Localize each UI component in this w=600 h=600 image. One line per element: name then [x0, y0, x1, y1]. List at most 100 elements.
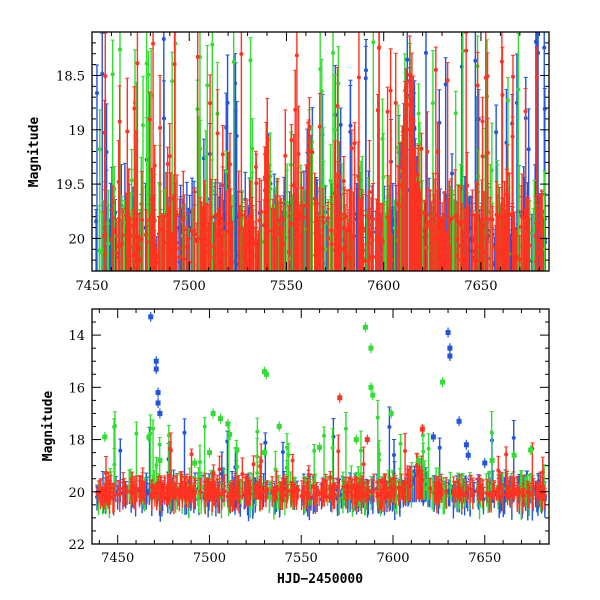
data-point — [356, 75, 361, 80]
data-point — [257, 218, 262, 223]
data-point — [289, 138, 294, 143]
data-point — [455, 237, 460, 242]
data-point — [422, 211, 427, 216]
data-point — [166, 433, 171, 438]
bottom-panel-data — [95, 311, 548, 522]
data-point — [513, 247, 518, 252]
data-point — [460, 48, 465, 53]
data-point — [112, 425, 117, 430]
data-point — [110, 72, 115, 77]
data-point — [342, 212, 347, 217]
data-point — [444, 260, 449, 265]
data-point — [286, 250, 291, 255]
data-point — [446, 236, 451, 241]
data-point — [358, 229, 363, 234]
data-point — [312, 196, 317, 201]
data-point — [523, 237, 528, 242]
data-point — [493, 245, 498, 250]
data-point — [97, 147, 102, 152]
y-tick-label: 20 — [68, 232, 85, 247]
data-point — [192, 232, 197, 237]
data-point — [511, 435, 516, 440]
data-point — [214, 232, 219, 237]
data-point — [391, 452, 396, 457]
data-point — [231, 59, 236, 64]
data-point — [312, 448, 317, 453]
data-point — [112, 492, 117, 497]
x-tick-label: 7550 — [270, 279, 303, 294]
data-point — [220, 183, 225, 188]
data-point — [489, 168, 494, 173]
data-point — [144, 61, 149, 66]
data-point — [499, 59, 504, 64]
data-point — [464, 48, 469, 53]
data-point — [210, 42, 215, 47]
data-point — [165, 246, 170, 251]
data-point — [325, 216, 330, 221]
data-point — [136, 255, 141, 260]
data-point — [162, 116, 167, 121]
data-point — [396, 202, 401, 207]
data-point — [523, 109, 528, 114]
data-point — [540, 229, 545, 234]
data-point — [419, 146, 424, 151]
data-point — [435, 212, 440, 217]
data-point — [465, 487, 470, 492]
data-point — [161, 37, 166, 42]
data-point — [468, 487, 473, 492]
data-point — [413, 183, 418, 188]
data-point — [480, 119, 485, 124]
data-point — [211, 245, 216, 250]
data-point — [218, 251, 223, 256]
data-point — [154, 463, 159, 468]
data-point — [151, 426, 156, 431]
data-point — [294, 53, 299, 58]
data-point — [317, 228, 322, 233]
data-point — [459, 219, 464, 224]
data-point — [425, 149, 430, 154]
data-point — [160, 227, 165, 232]
data-point — [339, 217, 344, 222]
data-point — [477, 258, 482, 263]
data-point — [449, 216, 454, 221]
data-point — [331, 50, 336, 55]
data-point — [109, 237, 114, 242]
data-point — [118, 448, 123, 453]
data-point — [125, 129, 130, 134]
data-point — [533, 39, 538, 44]
data-point — [273, 234, 278, 239]
data-point — [375, 415, 380, 420]
data-point — [256, 254, 261, 259]
data-point — [165, 162, 170, 167]
data-point — [100, 71, 105, 76]
data-point — [245, 242, 250, 247]
data-point — [516, 87, 521, 92]
data-point — [400, 147, 405, 152]
data-point — [255, 454, 260, 459]
data-point — [215, 131, 220, 136]
data-point — [220, 152, 225, 157]
data-point — [195, 54, 200, 59]
data-point — [314, 216, 319, 221]
data-point — [488, 217, 493, 222]
data-point — [358, 448, 363, 453]
x-tick-label: 7600 — [367, 279, 400, 294]
data-point — [420, 433, 425, 438]
data-point — [266, 174, 271, 179]
data-point — [248, 58, 253, 63]
data-point — [329, 228, 334, 233]
data-point — [226, 179, 231, 184]
data-point — [114, 250, 119, 255]
data-point — [269, 228, 274, 233]
data-point — [504, 452, 509, 457]
data-point — [291, 183, 296, 188]
data-point — [267, 495, 272, 500]
data-point — [394, 497, 399, 502]
data-point — [200, 232, 205, 237]
data-point — [189, 228, 194, 233]
data-point — [402, 119, 407, 124]
data-point — [283, 153, 288, 158]
data-point — [177, 246, 182, 251]
data-point — [156, 255, 161, 260]
